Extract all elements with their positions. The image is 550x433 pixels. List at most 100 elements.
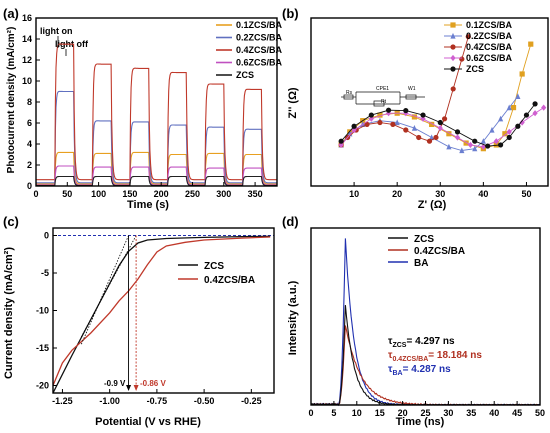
a-ytick-label: 0 xyxy=(27,181,32,191)
c-ytick-label: -10 xyxy=(36,306,49,316)
b-point-0-4zcs-ba xyxy=(403,127,409,133)
d-xtick-label: 20 xyxy=(398,408,408,418)
a-series-0-6zcs-ba xyxy=(36,165,277,186)
d-xtick-label: 25 xyxy=(420,408,430,418)
a-ytick-label: 16 xyxy=(22,13,32,23)
d-lifetime-ba: τBA= 4.287 ns xyxy=(388,364,451,377)
d-xtick-label: 45 xyxy=(512,408,522,418)
a-ytick-label: 10 xyxy=(22,76,32,86)
b-point-zcs xyxy=(472,138,478,144)
c-xtick-label: -0.50 xyxy=(194,396,215,406)
d-xtick-label: 10 xyxy=(352,408,362,418)
d-ylabel: Intensity (a.u.) xyxy=(287,280,299,355)
b-point-0-2zcs-ba xyxy=(411,125,418,131)
b-point-0-6zcs-ba xyxy=(454,134,461,141)
b-legend-label-0-1zcs-ba: 0.1ZCS/BA xyxy=(466,20,513,30)
b-point-0-6zcs-ba xyxy=(506,128,512,135)
c-xtick-label: -0.75 xyxy=(147,396,168,406)
b-point-0-1zcs-ba xyxy=(446,131,452,137)
b-point-zcs xyxy=(351,123,357,129)
a-xtick-label: 300 xyxy=(216,189,231,199)
b-point-0-6zcs-ba xyxy=(519,119,525,126)
b-legend-marker-0-6zcs-ba xyxy=(450,54,456,62)
svg-text:τBA= 4.287 ns: τBA= 4.287 ns xyxy=(388,364,451,377)
b-legend-marker-0-2zcs-ba xyxy=(450,32,456,39)
a-xtick-label: 350 xyxy=(248,189,263,199)
b-point-0-2zcs-ba xyxy=(394,119,400,126)
d-xtick-label: 30 xyxy=(443,408,453,418)
b-point-zcs xyxy=(368,112,374,118)
c-plot-frame xyxy=(52,227,275,394)
svg-text:τZCS= 4.297 ns: τZCS= 4.297 ns xyxy=(388,336,455,349)
c-ytick-label: -5 xyxy=(41,268,49,278)
c-ytick-label: -20 xyxy=(36,381,49,391)
b-point-0-2zcs-ba xyxy=(489,126,495,133)
a-xtick-label: 100 xyxy=(91,189,106,199)
b-legend-marker-0-1zcs-ba xyxy=(450,22,456,28)
b-inset-w1: W1 xyxy=(408,86,416,92)
a-series-0-4zcs-ba xyxy=(36,43,277,181)
panel-label-c: (c) xyxy=(3,214,19,229)
a-legend-label-0-6zcs-ba: 0.6ZCS/BA xyxy=(236,58,283,68)
a-ytick-label: 14 xyxy=(22,34,32,44)
b-point-zcs xyxy=(506,134,512,141)
a-ytick-label: 6 xyxy=(27,118,32,128)
c-ytick-label: 0 xyxy=(44,231,49,241)
a-xtick-label: 0 xyxy=(33,189,38,199)
b-point-0-6zcs-ba xyxy=(532,110,538,117)
b-point-0-1zcs-ba xyxy=(463,140,469,146)
d-legend-label-0-4zcs-ba: 0.4ZCS/BA xyxy=(414,246,465,257)
a-legend-label-0-1zcs-ba: 0.1ZCS/BA xyxy=(236,20,283,30)
a-ytick-label: 12 xyxy=(22,55,32,65)
b-point-0-6zcs-ba xyxy=(437,125,443,132)
b-point-0-1zcs-ba xyxy=(528,41,534,47)
a-xtick-label: 250 xyxy=(185,189,200,199)
b-legend-label-0-4zcs-ba: 0.4ZCS/BA xyxy=(466,42,513,52)
b-xlabel: Z' (Ω) xyxy=(418,199,447,211)
c-ylabel: Current density (mA/cm²) xyxy=(3,247,15,379)
b-legend-marker-0-4zcs-ba xyxy=(450,44,456,50)
b-inset-resistor-rs xyxy=(343,94,354,100)
b-xtick-label: 20 xyxy=(392,189,402,199)
a-xlabel: Time (s) xyxy=(127,199,169,211)
panel-label-a: (a) xyxy=(3,6,19,21)
b-point-0-1zcs-ba xyxy=(510,105,517,111)
panel-a: 0 50 100 150 200 250 300 350 0 2 4 6 8 10 12 14 16 0.1ZCS… xyxy=(22,13,283,199)
a-series-0-2zcs-ba xyxy=(36,90,277,184)
c-xtick-label: -1.00 xyxy=(99,396,120,406)
b-point-0-4zcs-ba xyxy=(450,86,456,92)
b-point-0-6zcs-ba xyxy=(467,141,474,149)
b-point-0-2zcs-ba xyxy=(498,115,504,122)
b-inset-warburg xyxy=(405,94,417,100)
b-point-zcs xyxy=(403,107,409,114)
c-xlabel: Potential (V vs RHE) xyxy=(95,416,201,428)
b-point-0-4zcs-ba xyxy=(441,116,448,122)
d-xtick-label: 50 xyxy=(535,408,545,418)
b-point-0-6zcs-ba xyxy=(351,126,357,134)
c-series-zcs xyxy=(52,235,271,394)
b-xtick-label: 10 xyxy=(349,189,359,199)
d-legend-label-ba: BA xyxy=(414,258,428,269)
b-point-0-4zcs-ba xyxy=(465,34,471,40)
b-point-0-4zcs-ba xyxy=(433,134,439,141)
a-xtick-label: 200 xyxy=(154,189,169,199)
b-point-zcs xyxy=(437,119,443,126)
d-xtick-label: 15 xyxy=(375,408,385,418)
c-tangent-zcs xyxy=(80,235,129,345)
b-point-0-4zcs-ba xyxy=(364,121,370,127)
d-xtick-label: 0 xyxy=(308,408,313,418)
panel-label-d: (d) xyxy=(282,214,299,229)
c-annotation-bzcs-onset: -0.86 V xyxy=(140,379,166,388)
b-legend-label-0-2zcs-ba: 0.2ZCS/BA xyxy=(466,31,513,41)
a-legend-label-zcs: ZCS xyxy=(236,70,254,80)
a-xtick-label: 150 xyxy=(122,189,137,199)
b-plot-frame xyxy=(310,17,549,187)
b-point-zcs xyxy=(515,123,521,129)
a-xtick-label: 50 xyxy=(62,189,72,199)
b-point-0-2zcs-ba xyxy=(480,138,486,144)
a-ylabel: Photocurrent density (mA/cm²) xyxy=(6,27,17,174)
b-point-0-4zcs-ba xyxy=(426,138,433,144)
b-point-0-2zcs-ba xyxy=(506,104,512,111)
c-onset-arrowhead xyxy=(126,385,132,391)
